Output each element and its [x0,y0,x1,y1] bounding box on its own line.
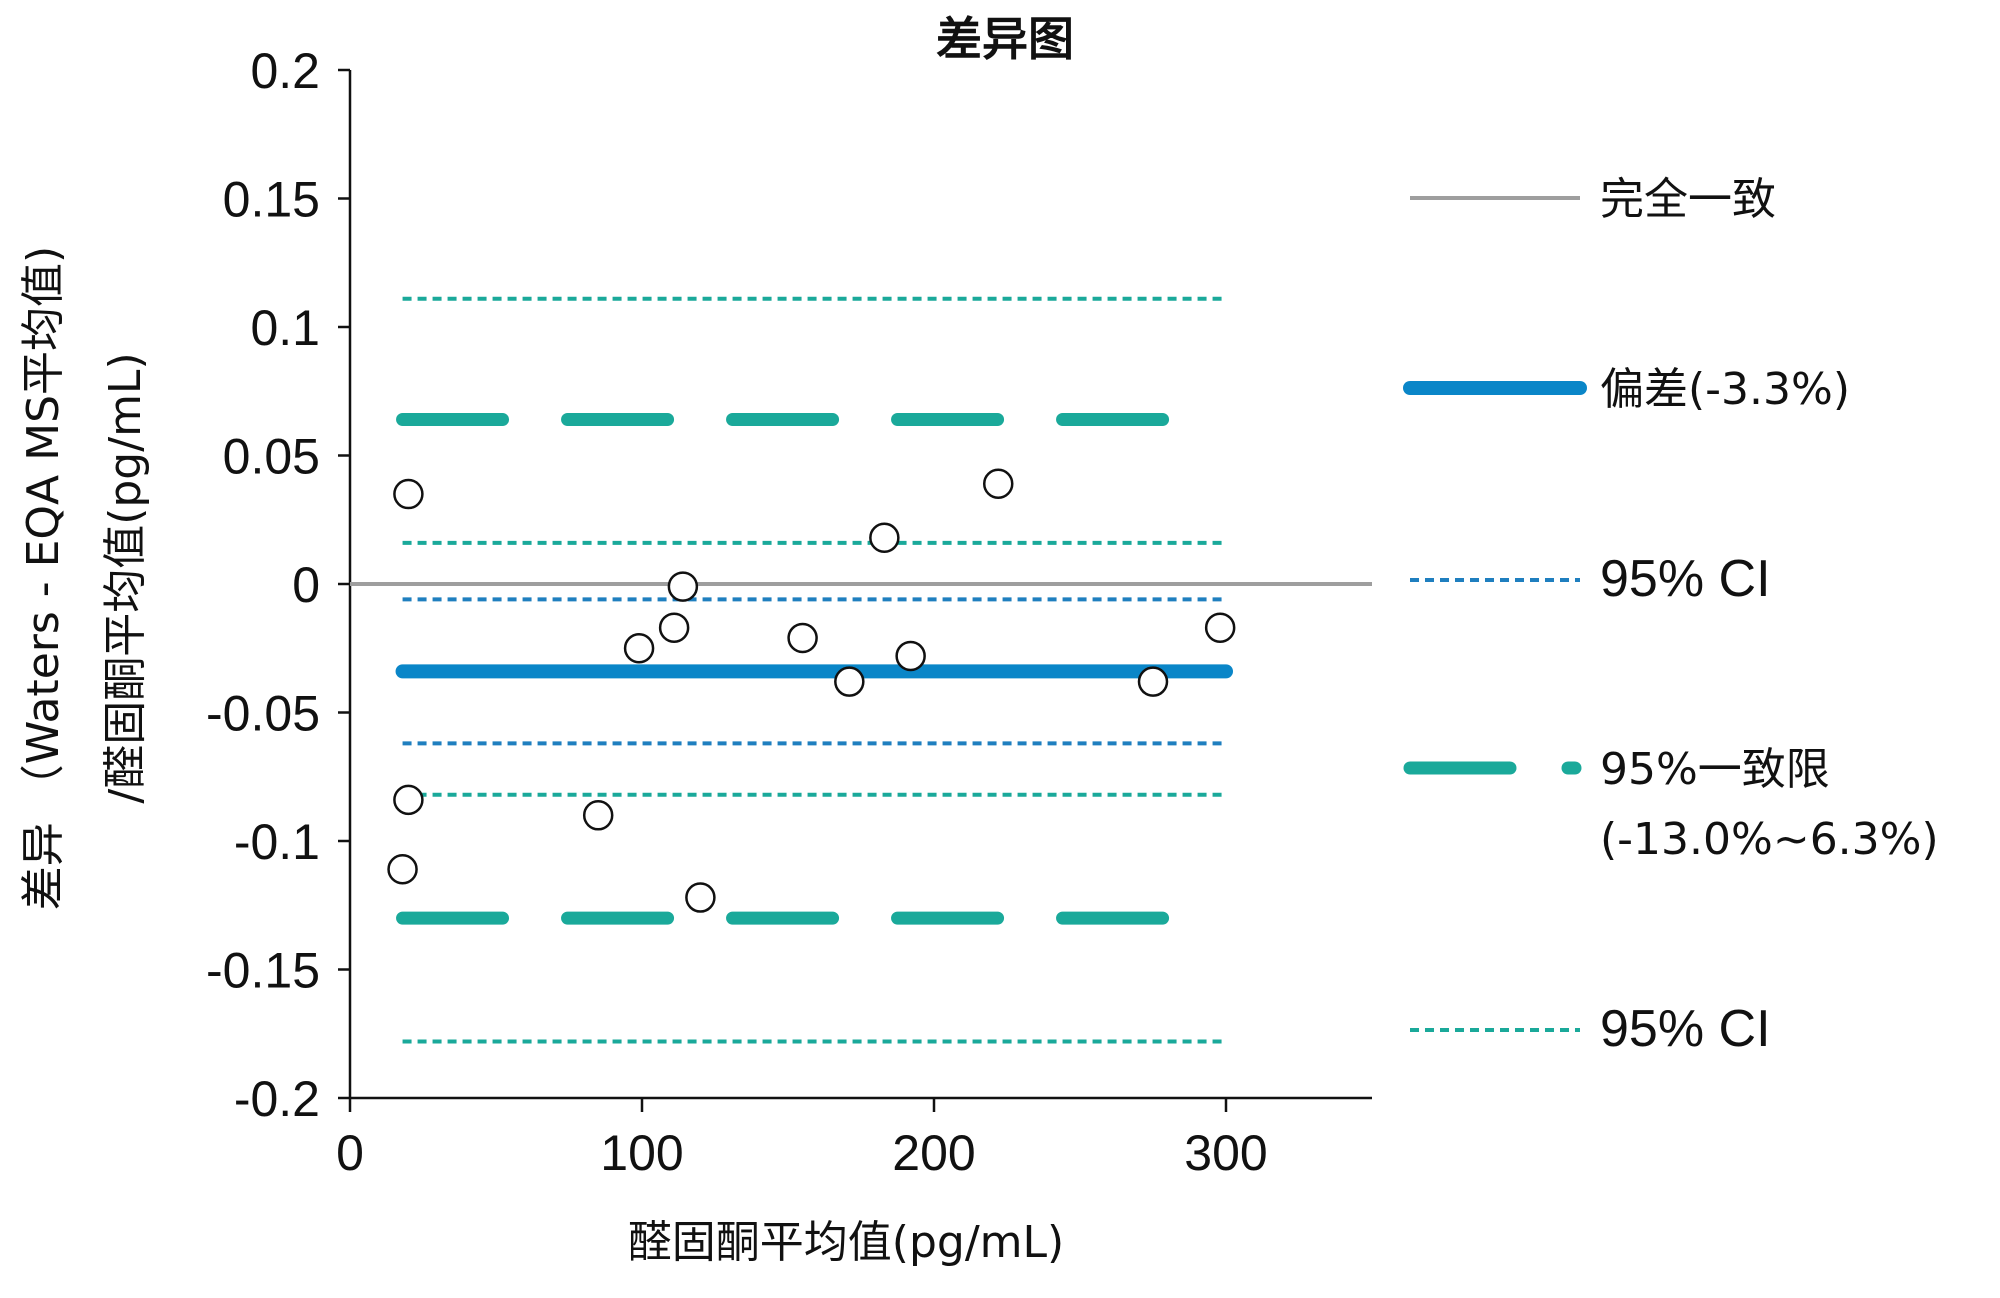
data-point [393,478,424,510]
y-axis-label-line2: /醛固酮平均值(pg/mL) [100,352,151,803]
y-tick-label: 0.2 [250,43,320,99]
y-tick-label: 0.05 [223,429,320,485]
data-point [623,633,655,664]
x-tick-label: 0 [336,1125,364,1181]
x-tick-label: 300 [1184,1125,1267,1181]
chart-title: 差异图 [936,12,1074,66]
data-point [1137,666,1169,697]
legend-label: 95%一致限 [1600,744,1830,795]
data-point [895,640,926,672]
x-tick-label: 100 [600,1125,683,1181]
data-point [787,622,818,654]
y-tick-label: -0.05 [206,686,320,742]
data-point [982,468,1014,500]
x-axis-label: 醛固酮平均值(pg/mL) [628,1217,1064,1268]
data-point [393,784,424,816]
data-point [834,666,865,697]
legend-label: 偏差(-3.3%) [1600,364,1850,415]
legend-label: 完全一致 [1600,174,1776,225]
y-tick-label: 0.15 [223,172,320,228]
y-tick-label: -0.1 [234,814,320,870]
data-points [387,468,1236,913]
y-tick-label: 0 [292,557,320,613]
axes: 0.2 0.15 0.1 0.05 0 -0.05 -0.1 -0.15 -0.2 0 100 200… [206,43,1372,1181]
data-point [658,612,690,643]
legend-label: 95% CI [1600,1000,1771,1058]
x-tick-label: 200 [892,1125,975,1181]
legend-label: 95% CI [1600,550,1771,608]
data-point [582,800,614,831]
y-tick-label: -0.2 [234,1071,320,1127]
legend-label: (-13.0%~6.3%) [1600,814,1939,865]
data-point [1204,612,1236,643]
y-tick-label: -0.15 [206,943,320,999]
data-point [869,522,900,553]
y-tick-label: 0.1 [250,300,320,356]
reference-lines [350,296,1372,1044]
data-point [685,882,716,913]
data-point [387,854,418,885]
y-axis-label-line1: 差异 （Waters - EQA MS平均值) [18,246,69,910]
data-point [667,571,699,602]
y-axis-label: 差异 （Waters - EQA MS平均值) /醛固酮平均值(pg/mL) [18,246,151,910]
